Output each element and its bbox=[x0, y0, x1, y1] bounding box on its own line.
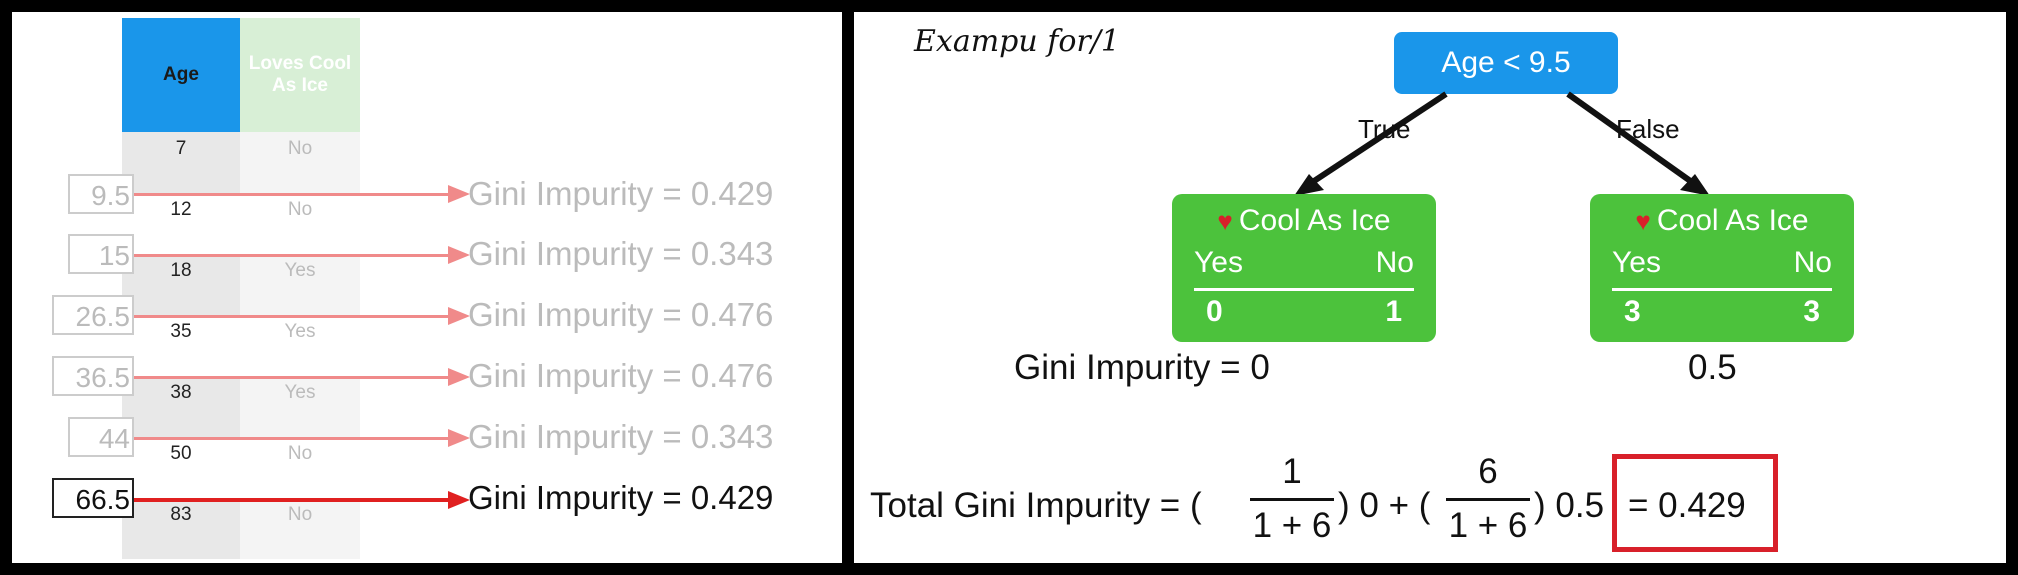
arrow-head-icon bbox=[448, 368, 470, 386]
loves-cell: Yes bbox=[240, 376, 360, 437]
arrow-head-icon bbox=[1294, 174, 1324, 196]
fraction-bar bbox=[1250, 498, 1334, 501]
threshold-value: 15 bbox=[68, 234, 134, 274]
yes-label: Yes bbox=[1194, 246, 1243, 279]
gini-impurity-label-selected: Gini Impurity = 0.429 bbox=[468, 479, 774, 516]
yes-label: Yes bbox=[1612, 246, 1661, 279]
loves-cell: No bbox=[240, 437, 360, 498]
gini-impurity-label: Gini Impurity = 0.476 bbox=[468, 296, 774, 333]
heart-icon: ♥ bbox=[1217, 206, 1233, 236]
fraction-denominator: 1 + 6 bbox=[1448, 506, 1528, 545]
no-count: 3 bbox=[1803, 295, 1820, 328]
yes-count: 3 bbox=[1624, 295, 1641, 328]
gini-impurity-label: Gini Impurity = 0.476 bbox=[468, 357, 774, 394]
age-cell: 7 bbox=[122, 132, 240, 193]
divider bbox=[1194, 288, 1414, 291]
no-count: 1 bbox=[1385, 295, 1402, 328]
arrow-head-icon bbox=[448, 429, 470, 447]
leaf-title: Cool As Ice bbox=[1656, 204, 1809, 237]
right-leaf-gini: 0.5 bbox=[1688, 348, 1737, 387]
root-node: Age < 9.5 bbox=[1394, 32, 1618, 94]
age-cell: 35 bbox=[122, 315, 240, 376]
threshold-table-panel: Age Loves Cool As Ice 7 No 12 No 18 Yes … bbox=[12, 12, 842, 563]
age-cell: 18 bbox=[122, 254, 240, 315]
threshold-arrow bbox=[134, 376, 452, 379]
false-branch-label: False bbox=[1616, 114, 1680, 144]
true-edge bbox=[1306, 91, 1448, 188]
loves-cell: No bbox=[240, 132, 360, 193]
age-column-header: Age bbox=[122, 18, 240, 132]
tree-example-panel: Exampu for/1 Age < 9.5 True False ♥ Cool … bbox=[854, 12, 2006, 563]
fraction-numerator: 1 bbox=[1282, 452, 1302, 491]
tree-edges bbox=[1294, 91, 1710, 196]
formula-result: = 0.429 bbox=[1628, 486, 1746, 525]
arrow-head-icon bbox=[1680, 174, 1710, 196]
false-edge bbox=[1566, 91, 1698, 188]
threshold-arrow bbox=[134, 193, 452, 196]
gini-impurity-label: Gini Impurity = 0.343 bbox=[468, 418, 774, 455]
threshold-value: 36.5 bbox=[52, 356, 134, 396]
fraction-denominator: 1 + 6 bbox=[1252, 506, 1332, 545]
fraction-numerator: 6 bbox=[1478, 452, 1498, 491]
divider bbox=[1612, 288, 1832, 291]
left-leaf-gini: Gini Impurity = 0 bbox=[1014, 348, 1270, 387]
age-cell: 50 bbox=[122, 437, 240, 498]
threshold-value-selected: 66.5 bbox=[52, 478, 134, 518]
formula-mid: ) 0 + ( bbox=[1338, 486, 1431, 525]
yes-count: 0 bbox=[1206, 295, 1223, 328]
gini-impurity-label: Gini Impurity = 0.429 bbox=[468, 175, 774, 212]
no-label: No bbox=[1375, 246, 1414, 279]
formula-lhs: Total Gini Impurity = ( bbox=[870, 486, 1202, 525]
threshold-arrow bbox=[134, 254, 452, 257]
gini-impurity-label: Gini Impurity = 0.343 bbox=[468, 235, 774, 272]
loves-column-header: Loves Cool As Ice bbox=[240, 18, 360, 132]
arrow-head-icon bbox=[448, 185, 470, 203]
age-cell: 12 bbox=[122, 193, 240, 254]
threshold-arrow-selected bbox=[134, 498, 452, 502]
arrow-head-icon bbox=[448, 491, 470, 509]
leaf-title: Cool As Ice bbox=[1238, 204, 1391, 237]
arrow-head-icon bbox=[448, 246, 470, 264]
result-highlight-box bbox=[1612, 454, 1778, 552]
true-branch-label: True bbox=[1358, 114, 1411, 144]
no-label: No bbox=[1793, 246, 1832, 279]
age-cell: 38 bbox=[122, 376, 240, 437]
threshold-value: 26.5 bbox=[52, 295, 134, 335]
threshold-value: 44 bbox=[68, 417, 134, 457]
threshold-arrow bbox=[134, 315, 452, 318]
heart-icon: ♥ bbox=[1635, 206, 1651, 236]
threshold-value: 9.5 bbox=[68, 174, 134, 214]
formula-tail: ) 0.5 bbox=[1534, 486, 1605, 525]
loves-cell: No bbox=[240, 193, 360, 254]
arrow-head-icon bbox=[448, 307, 470, 325]
loves-cell: No bbox=[240, 498, 360, 559]
handwritten-note: Exampu for/1 bbox=[914, 24, 1120, 59]
loves-cell: Yes bbox=[240, 315, 360, 376]
left-leaf-node: ♥ Cool As Ice Yes No 0 1 bbox=[1172, 194, 1436, 342]
loves-cell: Yes bbox=[240, 254, 360, 315]
right-leaf-node: ♥ Cool As Ice Yes No 3 3 bbox=[1590, 194, 1854, 342]
fraction-bar bbox=[1446, 498, 1530, 501]
threshold-arrow bbox=[134, 437, 452, 440]
age-cell: 83 bbox=[122, 498, 240, 559]
